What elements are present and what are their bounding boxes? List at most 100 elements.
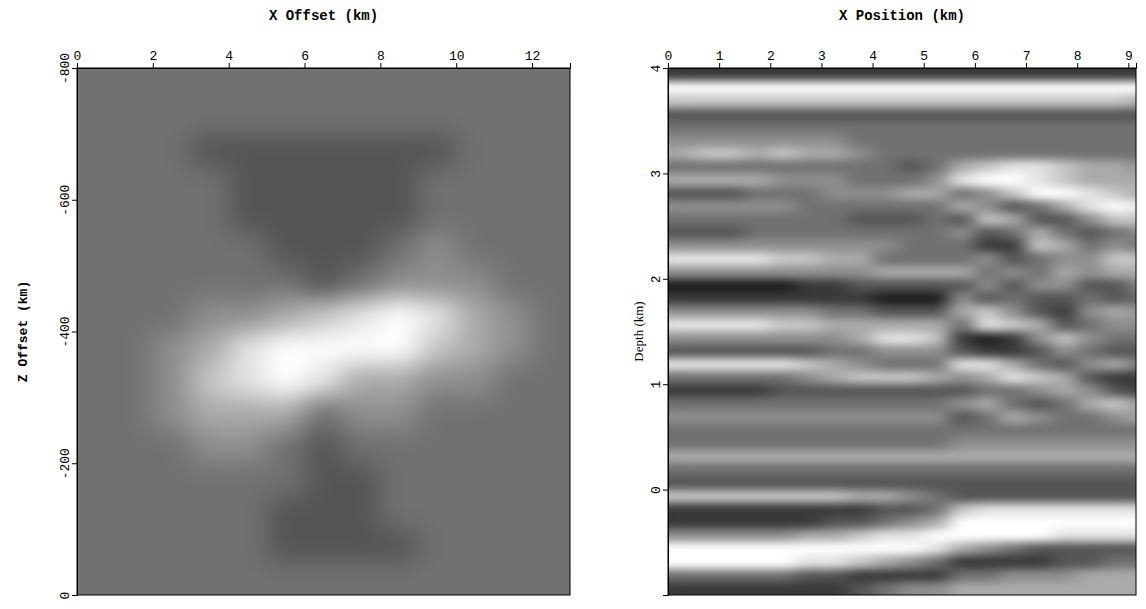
cell	[949, 68, 975, 82]
cell	[924, 503, 950, 517]
cell	[77, 529, 116, 563]
x-tick-label: 0	[665, 49, 673, 64]
cell	[847, 437, 873, 451]
cell	[847, 529, 873, 543]
cell	[770, 108, 796, 122]
cell	[342, 299, 381, 333]
cell	[975, 187, 1001, 201]
y-axis-line	[663, 69, 669, 596]
cell	[305, 266, 344, 300]
cell	[873, 279, 899, 293]
cell	[949, 173, 975, 187]
cell	[873, 121, 899, 135]
cell	[694, 68, 720, 82]
cell	[949, 134, 975, 148]
cell	[873, 503, 899, 517]
cell	[380, 397, 419, 431]
cell	[1000, 213, 1026, 227]
cell	[694, 187, 720, 201]
cell	[898, 147, 924, 161]
cell	[1000, 450, 1026, 464]
cell	[873, 68, 899, 82]
cell	[694, 108, 720, 122]
cell	[380, 562, 419, 595]
cell	[153, 562, 192, 595]
cell	[796, 450, 822, 464]
cell	[975, 529, 1001, 543]
cell	[847, 173, 873, 187]
x-tick: 2	[149, 49, 157, 68]
cell	[115, 562, 154, 595]
x-tick: 3	[818, 49, 826, 68]
cell	[796, 582, 822, 595]
cell	[847, 358, 873, 372]
cell	[1026, 555, 1052, 569]
cell	[975, 160, 1001, 174]
cell	[873, 384, 899, 398]
cell	[719, 318, 745, 332]
cell	[1103, 68, 1129, 82]
cell	[1103, 529, 1129, 543]
cell	[821, 187, 847, 201]
cell	[342, 167, 381, 201]
cell	[1103, 252, 1129, 266]
cell	[719, 529, 745, 543]
cell	[949, 305, 975, 319]
cell	[1026, 160, 1052, 174]
cell	[949, 160, 975, 174]
cell	[847, 187, 873, 201]
cell	[1000, 371, 1026, 385]
cell	[342, 430, 381, 464]
cell	[898, 226, 924, 240]
cell	[267, 167, 306, 201]
cell	[745, 68, 771, 82]
cell	[1026, 292, 1052, 306]
cell	[456, 364, 495, 398]
cell	[847, 121, 873, 135]
cell	[267, 299, 306, 333]
cell	[924, 450, 950, 464]
cell	[1103, 94, 1129, 108]
cell	[153, 332, 192, 366]
cell	[1128, 134, 1136, 148]
cell	[1052, 187, 1078, 201]
cell	[1103, 200, 1129, 214]
cell	[1000, 437, 1026, 451]
cell	[770, 582, 796, 595]
cell	[456, 430, 495, 464]
cell	[975, 266, 1001, 280]
cell	[949, 490, 975, 504]
cell	[1128, 463, 1136, 477]
cell	[924, 187, 950, 201]
cell	[1052, 569, 1078, 583]
cell	[267, 134, 306, 168]
cell	[745, 358, 771, 372]
cell	[532, 134, 570, 168]
cell	[456, 68, 495, 102]
cell	[975, 542, 1001, 556]
plot-area	[668, 68, 1136, 595]
cell	[873, 94, 899, 108]
y-tick: -200	[58, 448, 77, 479]
cell	[1000, 555, 1026, 569]
cell	[975, 555, 1001, 569]
cell	[1128, 266, 1136, 280]
cell	[1052, 318, 1078, 332]
cell	[694, 292, 720, 306]
cell	[796, 68, 822, 82]
cells	[668, 68, 1136, 595]
cell	[1026, 516, 1052, 530]
cell	[380, 68, 419, 102]
cell	[745, 279, 771, 293]
cell	[77, 266, 116, 300]
cell	[305, 134, 344, 168]
cell	[1052, 516, 1078, 530]
cell	[1026, 266, 1052, 280]
cell	[924, 68, 950, 82]
cell	[305, 463, 344, 497]
cell	[1077, 516, 1103, 530]
y-tick-label: 1	[649, 381, 664, 389]
cell	[975, 318, 1001, 332]
cell	[153, 364, 192, 398]
cell	[1052, 503, 1078, 517]
